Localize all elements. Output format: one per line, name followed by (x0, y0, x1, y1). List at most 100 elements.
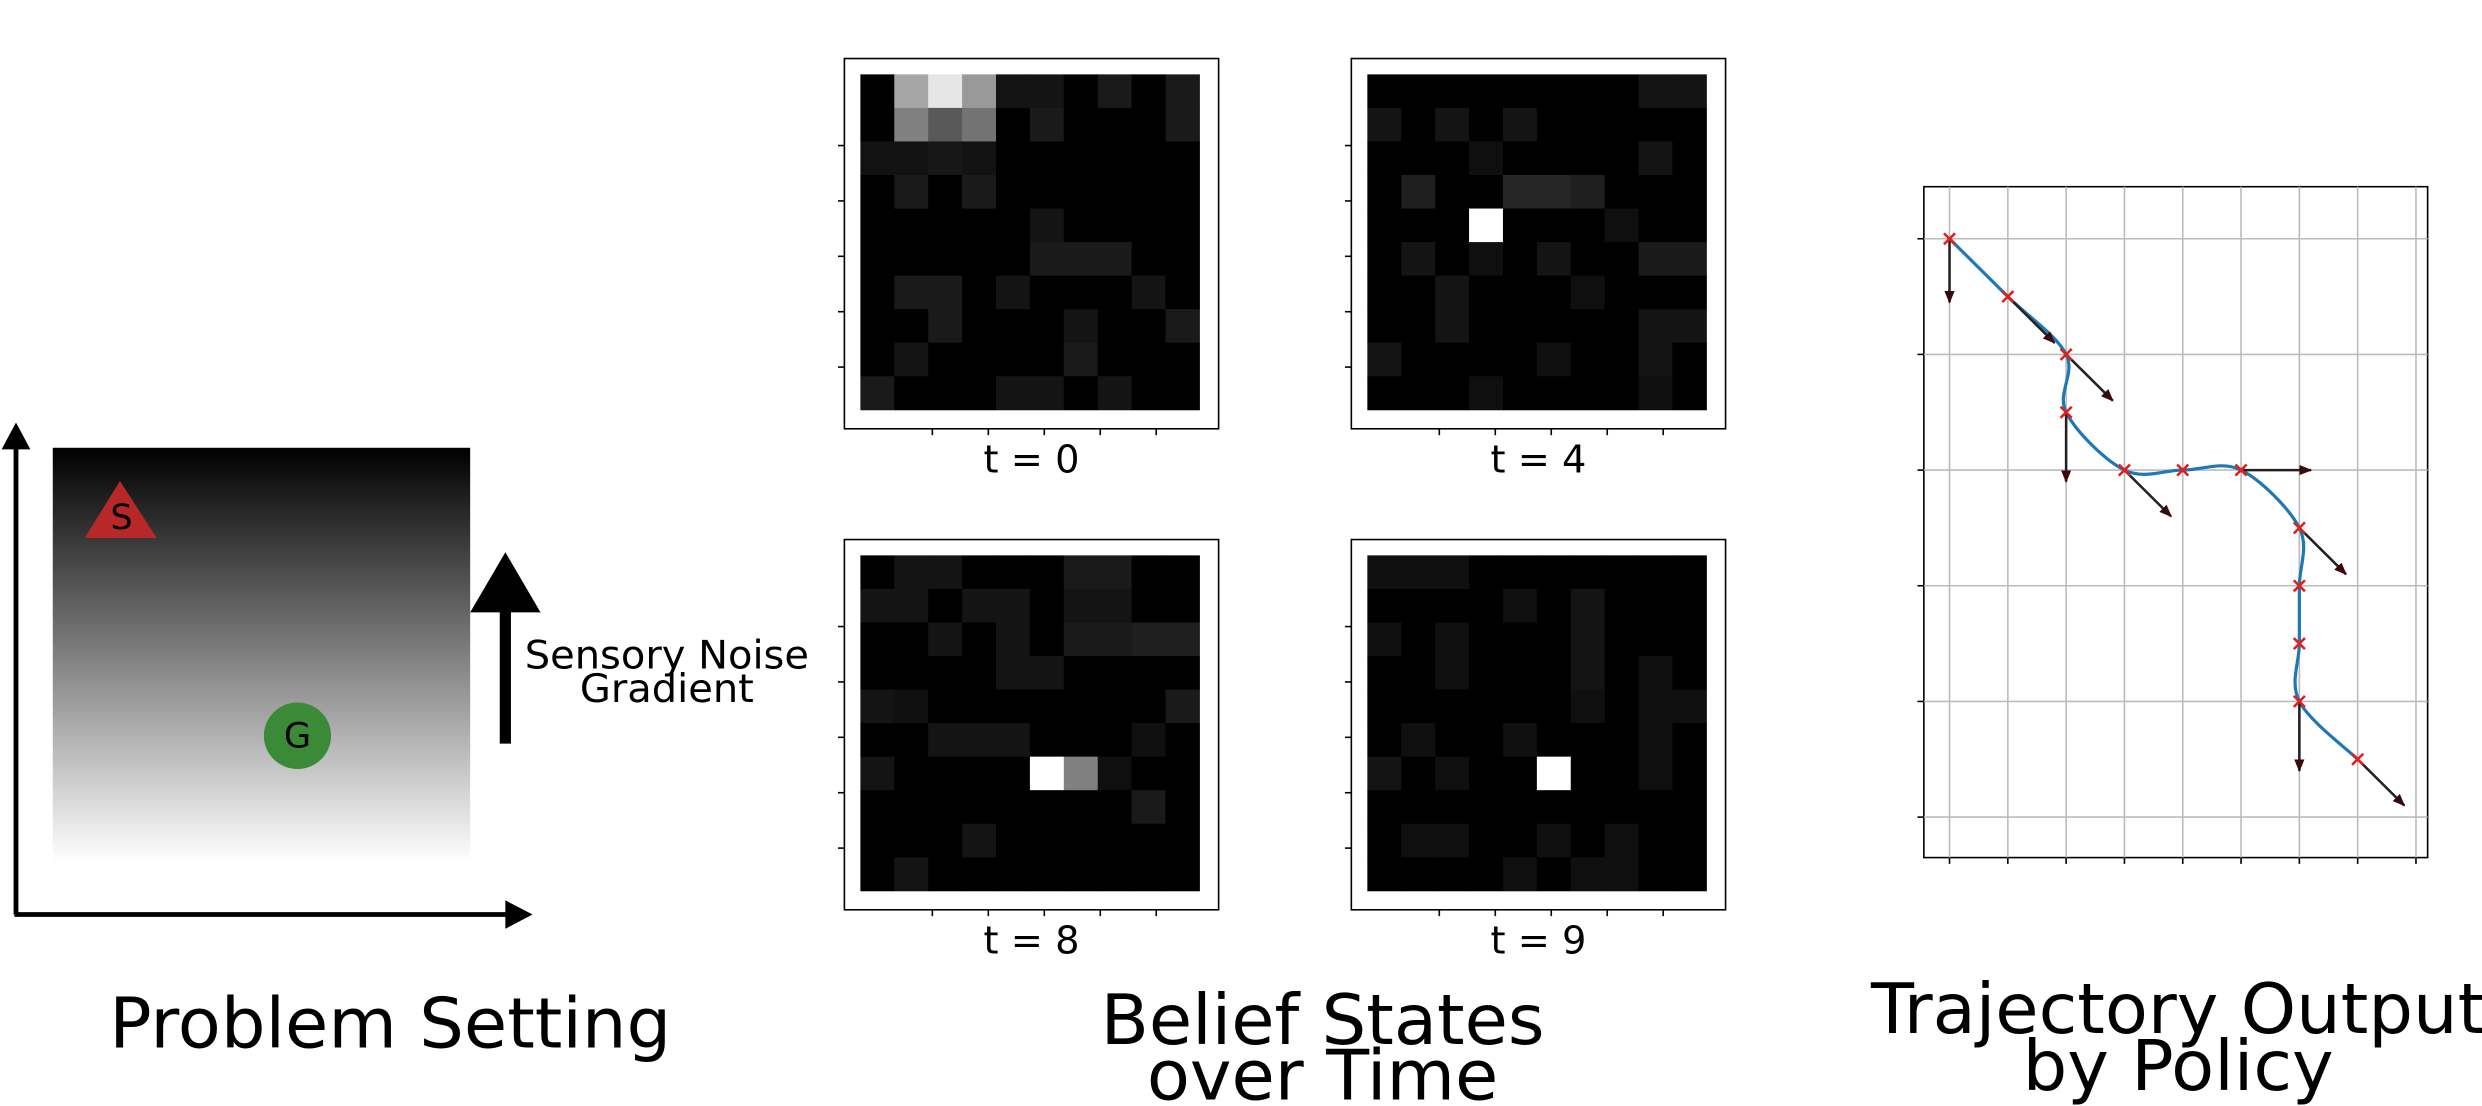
belief-cell (1401, 141, 1436, 176)
belief-cell (1469, 74, 1504, 109)
belief-cell (1063, 723, 1099, 758)
belief-cell (1029, 174, 1065, 210)
waypoint (2001, 290, 2015, 304)
belief-cell (1672, 275, 1707, 310)
belief-cell (1131, 823, 1166, 858)
belief-cell (1131, 342, 1166, 377)
belief-cell (1401, 242, 1436, 277)
belief-cell (1536, 74, 1572, 109)
belief-cell (995, 107, 1031, 142)
belief-cell (1401, 376, 1436, 411)
problem-setting: S G Sensory Noise Gradient Problem Setti… (1, 422, 809, 1064)
belief-cell (860, 622, 895, 657)
belief-cell (1097, 141, 1133, 176)
belief-cell (1401, 208, 1436, 243)
belief-cell (1570, 208, 1606, 243)
waypoint (2351, 752, 2365, 766)
belief-cell (1672, 790, 1707, 825)
belief-cell (860, 790, 895, 825)
belief-cell (1367, 756, 1402, 791)
belief-cell (1672, 74, 1707, 109)
belief-cell (1536, 689, 1572, 724)
belief-cell (1131, 141, 1166, 176)
belief-cell (1131, 756, 1166, 791)
belief-cell (1097, 723, 1133, 758)
belief-cell (995, 141, 1031, 176)
goal-label: G (284, 716, 311, 756)
belief-cell (1570, 723, 1606, 758)
belief-cell (1435, 555, 1470, 590)
belief-cell (1097, 208, 1133, 243)
belief-cell (1029, 107, 1065, 142)
belief-cell (1502, 857, 1538, 892)
belief-cell (894, 74, 929, 109)
belief-cell (995, 208, 1031, 243)
belief-cell (1638, 242, 1673, 277)
belief-cell (1097, 622, 1133, 657)
belief-cell (1435, 656, 1470, 691)
belief-cell (894, 857, 929, 892)
action-arrow (2065, 353, 2114, 402)
belief-cell (1401, 74, 1436, 109)
caption: Trajectory Output (1870, 969, 2482, 1051)
belief-cell (1367, 622, 1402, 657)
belief-cell (1097, 823, 1133, 858)
belief-cell (1367, 823, 1402, 858)
belief-cell (1097, 107, 1133, 142)
belief-cell (1435, 857, 1470, 892)
belief-cell (1097, 275, 1133, 310)
belief-cell (860, 342, 895, 377)
belief-cell (1604, 857, 1640, 892)
belief-cell (995, 622, 1031, 657)
panel-label: t = 0 (984, 439, 1080, 483)
belief-cell (1536, 174, 1572, 210)
belief-cell (1131, 790, 1166, 825)
belief-cell (1063, 656, 1099, 691)
panel-label: t = 4 (1490, 439, 1586, 483)
belief-cell (1536, 342, 1572, 377)
belief-cell (1604, 689, 1640, 724)
belief-cell (962, 588, 997, 623)
belief-cell (1672, 242, 1707, 277)
belief-cell (1469, 141, 1504, 176)
belief-cell (1502, 107, 1538, 142)
belief-cell (962, 242, 997, 277)
waypoint (2292, 637, 2306, 651)
belief-cell (1131, 376, 1166, 411)
belief-cell (1469, 823, 1504, 858)
belief-cell (1401, 174, 1436, 210)
belief-cell (1131, 309, 1166, 344)
belief-cell (995, 342, 1031, 377)
belief-cell (1570, 107, 1606, 142)
belief-cell (1570, 622, 1606, 657)
belief-cell (995, 242, 1031, 277)
belief-cell (1401, 790, 1436, 825)
waypoint (2292, 694, 2306, 708)
belief-cell (928, 208, 963, 243)
belief-cell (1536, 857, 1572, 892)
belief-cell (1131, 555, 1166, 590)
belief-cell (1435, 342, 1470, 377)
belief-cell (1165, 723, 1200, 758)
belief-cell (1672, 656, 1707, 691)
belief-cell (1502, 376, 1538, 411)
waypoint (2234, 463, 2248, 477)
belief-cell (1638, 689, 1673, 724)
belief-cell (1638, 756, 1673, 791)
belief-cell (1029, 790, 1065, 825)
belief-cell (1570, 141, 1606, 176)
belief-cell (1029, 689, 1065, 724)
belief-cell (1570, 74, 1606, 109)
belief-cell (1604, 555, 1640, 590)
belief-cell (1638, 656, 1673, 691)
belief-cell (1063, 857, 1099, 892)
belief-cell (1502, 208, 1538, 243)
belief-cell (1638, 174, 1673, 210)
belief-cell (1502, 823, 1538, 858)
belief-cell (860, 588, 895, 623)
caption: by Policy (2023, 1025, 2334, 1106)
belief-cell (962, 555, 997, 590)
belief-cell (1604, 74, 1640, 109)
belief-cell (1029, 656, 1065, 691)
